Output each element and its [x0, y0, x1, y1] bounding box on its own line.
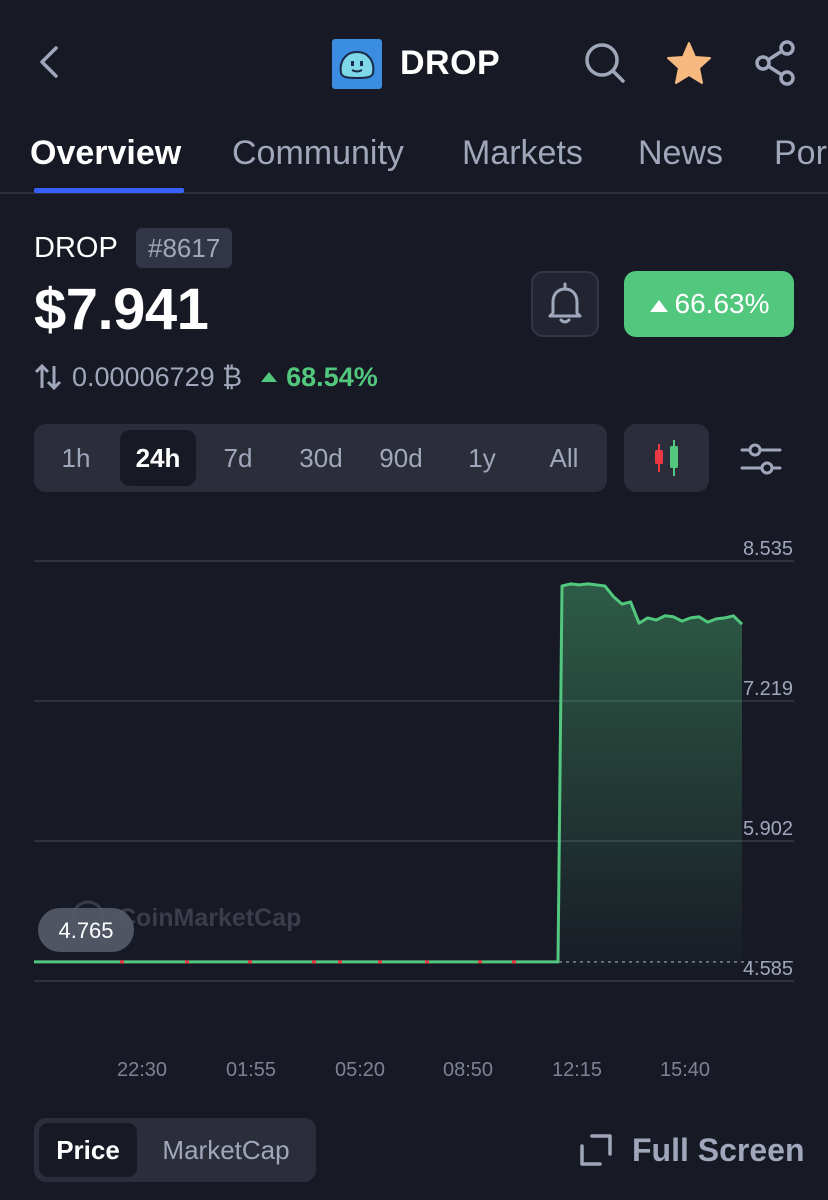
swap-arrows-icon [34, 363, 62, 391]
range-1h[interactable]: 1h [61, 443, 91, 473]
fullscreen-label: Full Screen [632, 1131, 805, 1168]
range-all[interactable]: All [549, 443, 579, 473]
volume-tick [120, 960, 124, 964]
share-icon [755, 40, 795, 86]
rank-badge: #8617 [136, 228, 233, 268]
tab-community[interactable]: Community [232, 134, 404, 172]
coin-symbol: DROP [34, 232, 118, 264]
tab-markets[interactable]: Markets [462, 134, 583, 172]
y-tick-label: 4.585 [743, 958, 793, 980]
open-price-pill [38, 908, 134, 952]
price-chart-svg: CoinMarketCap 8.535 7.219 5.902 4.585 4.765 2… [34, 538, 794, 1081]
range-1y[interactable]: 1y [468, 443, 496, 473]
chart-settings-button[interactable] [738, 436, 784, 482]
candlestick-icon [655, 440, 678, 476]
volume-tick [478, 960, 482, 964]
candlestick-toggle-button[interactable] [624, 424, 709, 492]
x-tick-label: 22:30 [117, 1059, 167, 1081]
price-toggle[interactable]: Price [39, 1123, 137, 1177]
price-chart[interactable]: CoinMarketCap 8.535 7.219 5.902 4.585 4.765 2… [0, 530, 828, 1090]
btc-change: 68.54% [286, 361, 378, 392]
tab-news[interactable]: News [638, 134, 724, 172]
range-7d[interactable]: 7d [223, 443, 253, 473]
tab-overview[interactable]: Overview [30, 134, 182, 172]
x-tick-label: 05:20 [335, 1059, 385, 1081]
y-tick-label: 5.902 [743, 818, 793, 840]
price-change-value: 66.63% [674, 288, 770, 319]
x-tick-label: 01:55 [226, 1059, 276, 1081]
x-tick-label: 12:15 [552, 1059, 602, 1081]
bell-icon [548, 282, 582, 324]
top-bar: DROP [0, 0, 828, 128]
volume-tick [312, 960, 316, 964]
triangle-up-icon [649, 299, 668, 312]
x-tick-label: 15:40 [660, 1059, 710, 1081]
blob-logo-icon [339, 50, 375, 80]
chart-metric-toggle: Price MarketCap [34, 1118, 316, 1182]
price-change-badge[interactable]: 66.63% [624, 271, 794, 337]
triangle-up-icon [261, 372, 278, 382]
x-tick-label: 08:50 [443, 1059, 493, 1081]
volume-tick [512, 960, 516, 964]
range-90d[interactable]: 90d [379, 443, 423, 473]
back-icon [40, 46, 58, 78]
watermark-text: CoinMarketCap [118, 904, 301, 932]
back-button[interactable] [28, 40, 72, 84]
time-range-selector: 1h 24h 7d 30d 90d 1y All [34, 424, 607, 492]
share-button[interactable] [750, 38, 800, 88]
current-price: $7.941 [34, 277, 209, 342]
coin-logo [332, 39, 382, 89]
open-price-label: 4.765 [58, 918, 113, 943]
marketcap-toggle[interactable]: MarketCap [162, 1135, 290, 1165]
fullscreen-button[interactable]: Full Screen [578, 1128, 805, 1172]
price-alert-button[interactable] [531, 271, 599, 337]
volume-tick [378, 960, 382, 964]
range-24h[interactable]: 24h [120, 430, 196, 486]
y-tick-label: 7.219 [743, 678, 793, 700]
search-button[interactable] [582, 40, 628, 86]
price-area [558, 583, 742, 966]
star-icon [667, 42, 711, 84]
volume-tick [425, 960, 429, 964]
sliders-icon [740, 443, 782, 475]
range-30d[interactable]: 30d [299, 443, 343, 473]
section-tabs: Overview Community Markets News Por [0, 128, 828, 194]
volume-tick [248, 960, 252, 964]
volume-tick [185, 960, 189, 964]
coin-title: DROP [400, 44, 501, 82]
price-line [34, 582, 744, 964]
tab-portfolio[interactable]: Por [774, 134, 827, 172]
btc-price: 0.00006729 ₿ [72, 361, 243, 392]
active-tab-indicator [34, 188, 184, 193]
search-icon [585, 43, 625, 83]
expand-icon [580, 1134, 612, 1166]
volume-tick [338, 960, 342, 964]
btc-price-row: 0.00006729 ₿ 68.54% [34, 360, 378, 394]
watchlist-star-button[interactable] [664, 40, 714, 88]
y-tick-label: 8.535 [743, 538, 793, 560]
